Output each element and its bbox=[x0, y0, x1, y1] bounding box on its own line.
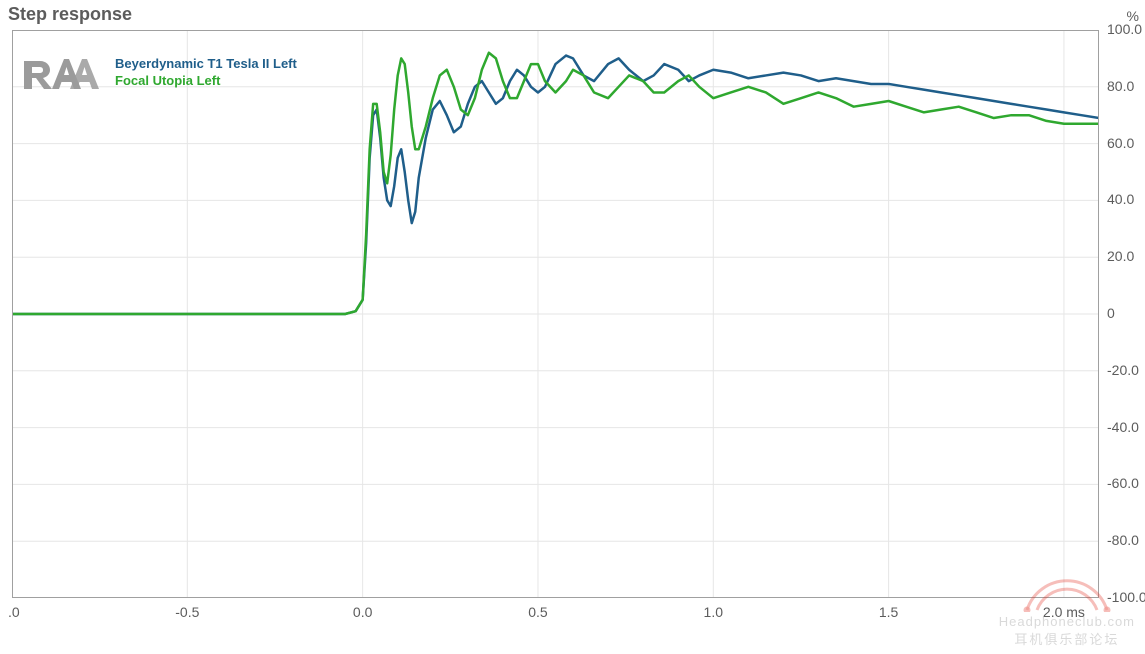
y-tick-label: -60.0 bbox=[1107, 475, 1139, 491]
legend-item: Beyerdynamic T1 Tesla II Left bbox=[115, 55, 297, 72]
x-tick-label: 1.0 bbox=[704, 604, 723, 620]
x-tick-label: .0 bbox=[8, 604, 20, 620]
y-tick-label: 20.0 bbox=[1107, 248, 1134, 264]
legend-item: Focal Utopia Left bbox=[115, 72, 297, 89]
y-tick-label: 80.0 bbox=[1107, 78, 1134, 94]
chart-plot bbox=[12, 30, 1099, 598]
watermark-line2: 耳机俱乐部论坛 bbox=[999, 629, 1135, 648]
y-tick-label: 0 bbox=[1107, 305, 1115, 321]
y-tick-label: -20.0 bbox=[1107, 362, 1139, 378]
x-tick-label: 0.5 bbox=[528, 604, 547, 620]
y-tick-label: 40.0 bbox=[1107, 191, 1134, 207]
x-tick-label: -0.5 bbox=[175, 604, 199, 620]
y-tick-label: -100.0 bbox=[1107, 589, 1145, 605]
x-tick-label: 2.0 ms bbox=[1043, 604, 1085, 620]
y-tick-label: -80.0 bbox=[1107, 532, 1139, 548]
x-tick-label: 1.5 bbox=[879, 604, 898, 620]
chart-title: Step response bbox=[8, 4, 132, 25]
y-tick-label: 60.0 bbox=[1107, 135, 1134, 151]
raa-logo bbox=[22, 55, 100, 98]
x-tick-label: 0.0 bbox=[353, 604, 372, 620]
chart-legend: Beyerdynamic T1 Tesla II LeftFocal Utopi… bbox=[115, 55, 297, 89]
y-tick-label: -40.0 bbox=[1107, 419, 1139, 435]
y-tick-label: 100.0 bbox=[1107, 21, 1142, 37]
